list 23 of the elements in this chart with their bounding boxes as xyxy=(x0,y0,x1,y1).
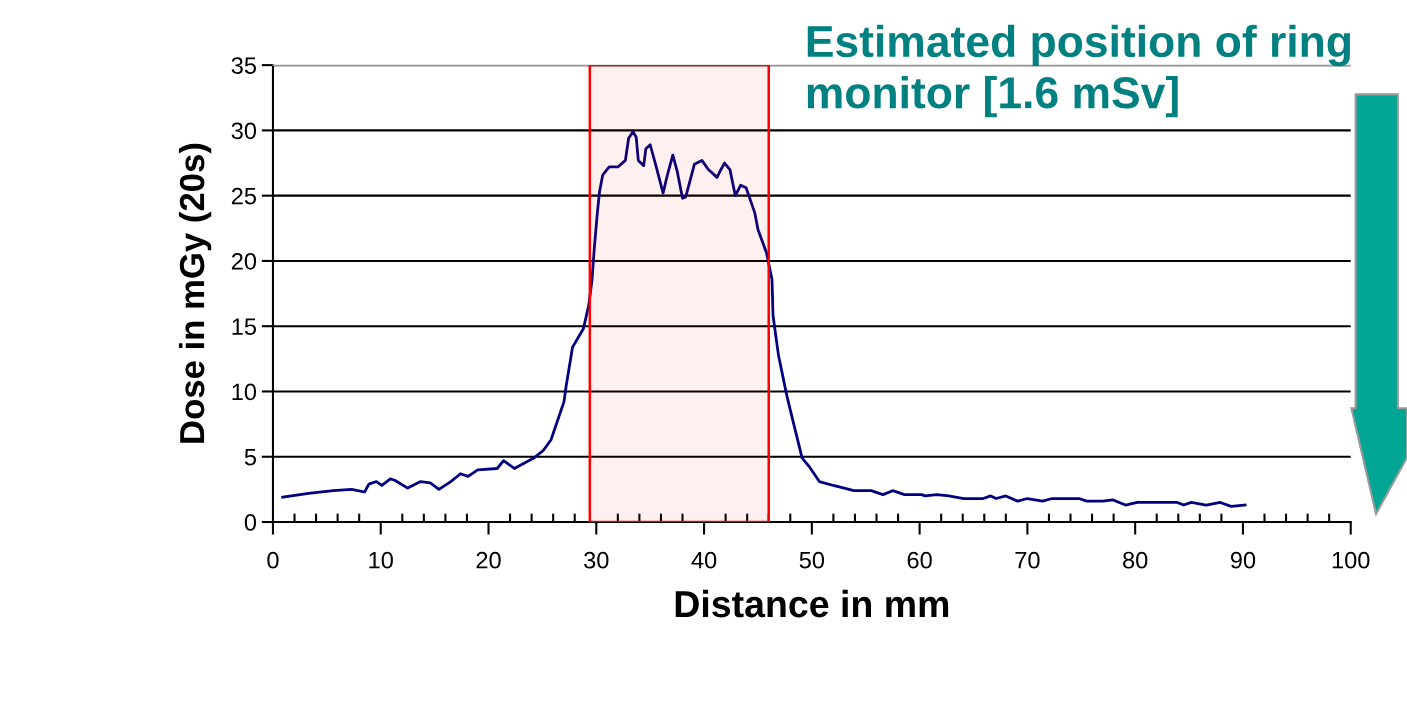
y-axis-title: Dose in mGy (20s) xyxy=(178,143,212,443)
x-tick-label: 70 xyxy=(1015,551,1040,569)
x-tick-label: 30 xyxy=(584,551,609,569)
x-tick-label: 20 xyxy=(476,551,501,569)
annotation: Estimated position of ring monitor [1.6 mSv] xyxy=(807,24,1350,118)
x-axis-title: Distance in mm xyxy=(675,589,949,618)
x-tick-label: 10 xyxy=(369,551,393,569)
y-tick-label: 5 xyxy=(244,449,256,466)
x-tick-label: 50 xyxy=(799,551,825,569)
x-tick-label: 80 xyxy=(1123,551,1148,569)
y-tick-label: 10 xyxy=(232,383,257,401)
x-tick-label: 90 xyxy=(1230,551,1256,569)
y-tick-label: 15 xyxy=(232,318,256,335)
y-tick-label: 25 xyxy=(231,187,256,205)
x-tick-label: 60 xyxy=(907,551,932,569)
y-tick-label: 0 xyxy=(244,514,257,531)
x-tick-label: 0 xyxy=(267,551,279,569)
x-tick-label: 100 xyxy=(1332,551,1370,569)
y-tick-label: 35 xyxy=(231,57,256,74)
x-tick-label: 40 xyxy=(691,551,717,569)
line-series xyxy=(281,130,1247,508)
y-tick-label: 20 xyxy=(231,253,257,270)
y-tick-label: 30 xyxy=(231,122,257,140)
